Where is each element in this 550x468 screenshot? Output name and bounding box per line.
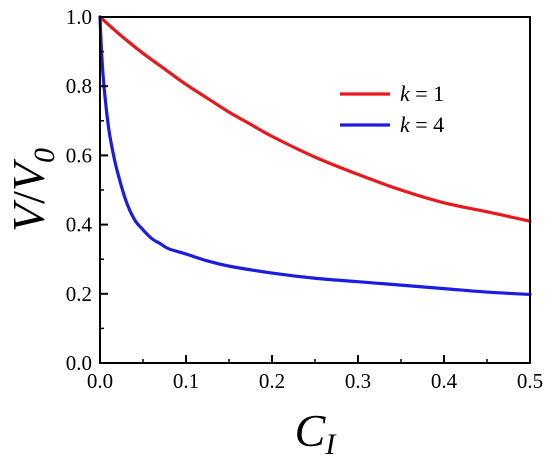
legend: k = 1 k = 4 [340, 81, 444, 137]
y-axis-title-num: V [3, 199, 54, 232]
y-tick-label: 0.6 [66, 143, 92, 167]
x-tick-label: 0.1 [173, 369, 199, 393]
x-axis-title-main: C [295, 405, 327, 456]
curves-layer [98, 15, 532, 297]
x-axis-title-sub: I [324, 428, 337, 461]
x-tick-label: 0.5 [517, 369, 543, 393]
y-tick-label: 0.8 [66, 74, 92, 98]
y-tick-label: 0.4 [66, 213, 93, 237]
x-tick-label: 0.4 [431, 369, 458, 393]
y-tick-label: 0.2 [66, 282, 92, 306]
series-line-2 [98, 15, 532, 297]
x-tick-label: 0.2 [259, 369, 285, 393]
series-line-1 [98, 15, 532, 223]
y-axis-title-den-sub: 0 [28, 148, 61, 163]
x-tick-label: 0.0 [87, 369, 113, 393]
x-tick-label: 0.3 [345, 369, 371, 393]
y-axis-title-slash: / [3, 191, 54, 204]
y-axis-title-den: V [3, 158, 54, 191]
legend-label-2: k = 4 [400, 112, 444, 137]
legend-label-1: k = 1 [400, 81, 444, 106]
y-axis-title: V/V0 [3, 148, 61, 232]
ticks-layer: 0.0 0.1 0.2 0.3 0.4 0.5 0.0 0.2 0.4 0.6 0.8 1.0 [66, 5, 543, 393]
x-axis-title: CI [295, 405, 338, 461]
y-tick-label: 0.0 [66, 351, 92, 375]
y-tick-label: 1.0 [66, 5, 92, 29]
